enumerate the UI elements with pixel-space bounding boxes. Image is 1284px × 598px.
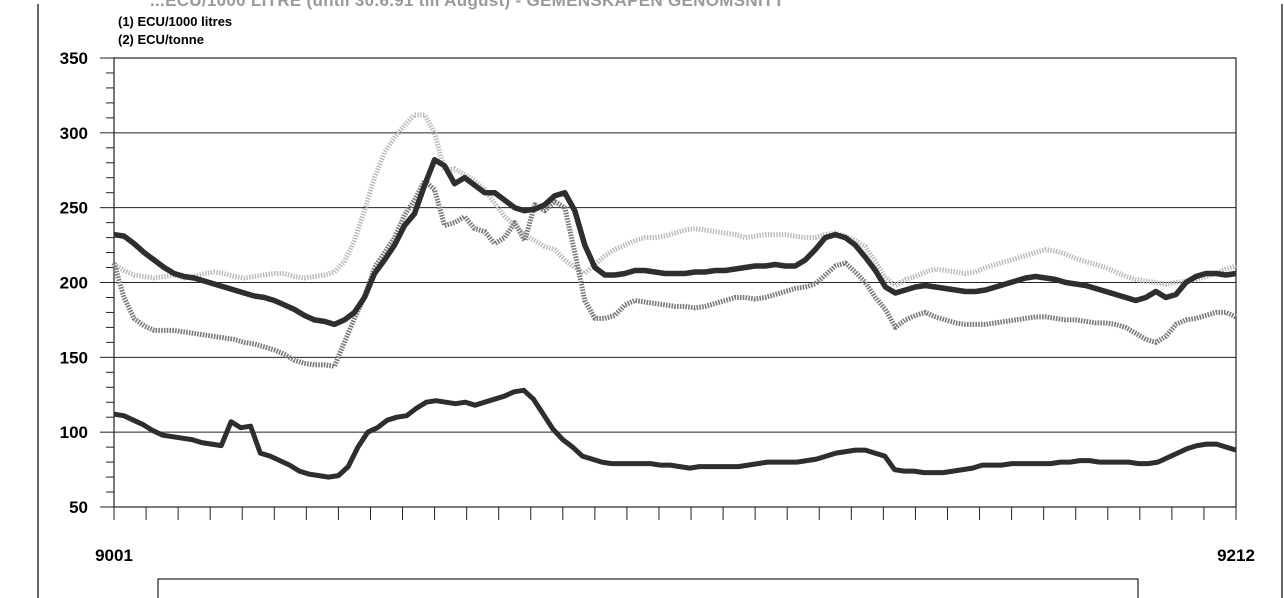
units-legend: (1) ECU/1000 litres (2) ECU/tonne bbox=[118, 14, 232, 47]
y-tick-label: 100 bbox=[60, 423, 88, 442]
unit-label-1: (1) ECU/1000 litres bbox=[118, 14, 232, 29]
y-tick-label: 150 bbox=[60, 348, 88, 367]
y-tick-label: 300 bbox=[60, 124, 88, 143]
y-tick-label: 200 bbox=[60, 274, 88, 293]
y-axis-labels: 50 100 150 200 250 300 350 bbox=[60, 49, 88, 517]
series-dotted-line bbox=[112, 112, 1237, 288]
y-axis-ticks bbox=[100, 57, 114, 508]
header-title-fragment: ...ECU/1000 LITRE (until 30.6.91 till Au… bbox=[150, 0, 785, 10]
series-lines bbox=[111, 112, 1238, 480]
gridlines bbox=[114, 57, 1236, 433]
x-axis-ticks bbox=[113, 507, 1237, 520]
unit-label-2: (2) ECU/tonne bbox=[118, 32, 204, 47]
series-low-line bbox=[113, 387, 1237, 480]
y-tick-label: 50 bbox=[69, 498, 88, 517]
y-tick-label: 250 bbox=[60, 199, 88, 218]
x-tick-label-end: 9212 bbox=[1217, 546, 1255, 565]
x-axis-labels: 9001 9212 bbox=[95, 546, 1255, 565]
legend-box bbox=[157, 578, 1139, 598]
x-tick-label-start: 9001 bbox=[95, 546, 133, 565]
series-bold-line bbox=[113, 157, 1237, 328]
series-hatched-line bbox=[111, 178, 1238, 369]
page-frame bbox=[37, 4, 1283, 598]
y-tick-label: 350 bbox=[60, 49, 88, 68]
